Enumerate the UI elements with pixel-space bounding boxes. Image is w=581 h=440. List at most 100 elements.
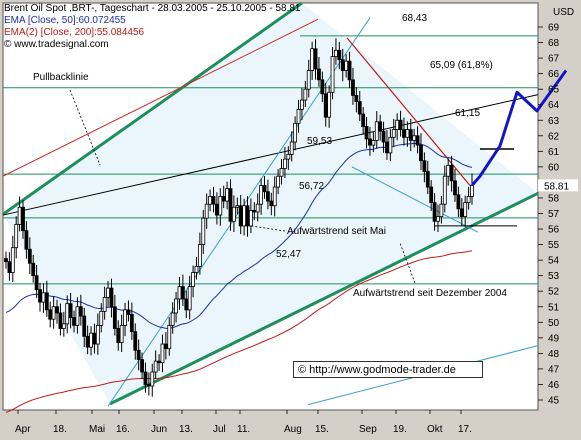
candle-body: [75, 306, 80, 326]
candles-layer: [4, 38, 474, 397]
candle-body: [221, 196, 226, 202]
candle-body: [177, 286, 182, 300]
candle-body: [449, 164, 454, 182]
y-tick-label: 60: [548, 162, 560, 173]
x-tick-label: Jul: [213, 424, 226, 435]
candle-body: [163, 343, 168, 350]
y-tick-label: 46: [548, 380, 560, 391]
candle-body: [463, 202, 468, 218]
candle-body: [99, 311, 104, 326]
candle-body: [296, 108, 301, 124]
candle-body: [402, 129, 406, 138]
candle-body: [320, 79, 325, 95]
candle-body: [170, 312, 175, 326]
candle-body: [252, 209, 257, 213]
upper-channel-line: [2, 1, 303, 216]
x-tick-label: Okt: [427, 424, 443, 435]
candle-body: [102, 297, 107, 312]
legend-ema50: EMA [Close, 50]:60.072455: [4, 15, 126, 26]
candle-body: [116, 328, 121, 343]
candle-body: [180, 286, 185, 300]
ema-layer: [5, 142, 473, 413]
level-label: 65,09 (61,8%): [430, 60, 493, 71]
candle-body: [262, 185, 267, 193]
level-label: 52,47: [276, 249, 301, 260]
candle-body: [82, 315, 87, 337]
legend-title: Brent Oil Spot ,BRT-, Tageschart - 28.03…: [4, 3, 301, 14]
candle-body: [272, 186, 277, 207]
candle-body: [17, 206, 22, 225]
candle-body: [459, 208, 464, 218]
y-tick-label: 45: [548, 396, 560, 407]
y-tick-label: 51: [548, 302, 560, 313]
candle-body: [123, 309, 127, 326]
candle-body: [41, 292, 46, 303]
candle-body: [61, 323, 66, 329]
candle-body: [174, 298, 178, 314]
y-tick-label: 65: [548, 85, 560, 96]
x-tick-label: 15.: [315, 424, 329, 435]
candle-body: [146, 384, 151, 387]
annotation-pointer: [399, 242, 416, 284]
candle-body: [391, 129, 396, 138]
candle-body: [470, 184, 474, 197]
level-label: 59,53: [307, 136, 332, 147]
candle-body: [313, 48, 318, 70]
candle-body: [456, 194, 461, 210]
candle-body: [337, 49, 342, 61]
candle-body: [412, 135, 417, 141]
y-tick-label: 54: [548, 256, 560, 267]
candle-body: [51, 306, 56, 320]
candle-body: [245, 205, 250, 227]
annotation-label: Aufwärtstrend seit Dezember 2004: [353, 288, 507, 299]
ema200-line: [5, 250, 473, 413]
candle-body: [157, 360, 161, 364]
candle-body: [112, 306, 117, 329]
x-tick-label: 19.: [393, 424, 407, 435]
candle-body: [323, 93, 328, 118]
candle-body: [306, 70, 311, 90]
candle-body: [58, 312, 63, 329]
candle-body: [269, 200, 274, 207]
candle-body: [398, 119, 403, 130]
candle-body: [235, 205, 240, 208]
y-tick-label: 49: [548, 333, 560, 344]
forecast-path: [470, 69, 568, 187]
candle-body: [436, 216, 440, 222]
y-tick-label: 52: [548, 287, 560, 298]
candle-body: [266, 191, 270, 202]
candle-body: [72, 317, 76, 326]
pullback-line: [2, 94, 539, 216]
candle-body: [453, 180, 457, 196]
candle-body: [27, 248, 32, 264]
ema50-line: [5, 142, 473, 329]
candle-body: [109, 287, 114, 308]
candle-body: [300, 99, 304, 110]
candle-body: [7, 261, 12, 273]
candle-body: [242, 205, 247, 227]
candle-body: [48, 309, 53, 320]
candle-body: [249, 209, 253, 227]
y-tick-label: 61: [548, 147, 560, 158]
candle-body: [429, 186, 434, 204]
candle-body: [184, 298, 189, 311]
candle-body: [317, 68, 321, 81]
x-tick-label: Sep: [359, 424, 377, 435]
x-axis: Apr 18. Mai 16. Jun 13. Jul 11. Aug 15. Sep 19. Okt 1…: [15, 410, 472, 435]
x-tick-label: 17.: [458, 424, 472, 435]
candle-body: [330, 56, 335, 93]
candle-body: [160, 343, 165, 364]
candle-body: [85, 335, 90, 348]
y-tick-label: 66: [548, 69, 560, 80]
candle-body: [150, 371, 155, 387]
candle-body: [119, 324, 124, 343]
downtrend-line: [346, 37, 471, 186]
y-axis: USD 45 46 47 48 49 50 51 52 53 54 55 56 57 58 60 61 62 63 6…: [538, 7, 578, 407]
candle-body: [143, 371, 148, 385]
candle-body: [361, 113, 366, 127]
candle-body: [55, 306, 59, 314]
candle-body: [194, 265, 199, 273]
candle-body: [405, 129, 410, 138]
